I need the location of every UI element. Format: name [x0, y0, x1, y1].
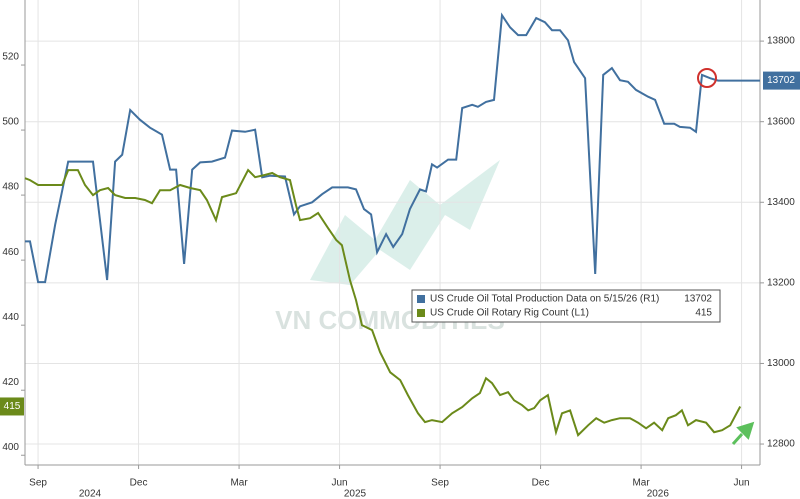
- y-tick-label: 500: [2, 117, 19, 128]
- x-tick-label: Sep: [431, 478, 449, 489]
- legend-swatch: [417, 309, 425, 317]
- legend-value: 415: [695, 308, 712, 319]
- y-tick-label: 420: [2, 377, 19, 388]
- x-tick-label: Jun: [734, 478, 750, 489]
- y2-tick-label: 13800: [767, 36, 795, 47]
- y-tick-label: 520: [2, 52, 19, 63]
- year-label: 2026: [647, 489, 670, 499]
- y2-tick-label: 13000: [767, 358, 795, 369]
- x-tick-label: Dec: [532, 478, 550, 489]
- x-tick-label: Mar: [230, 478, 248, 489]
- y2-tick-label: 12800: [767, 439, 795, 450]
- last-value-label: 415: [4, 401, 21, 412]
- year-label: 2025: [344, 489, 367, 499]
- series-line: [25, 12, 760, 284]
- x-tick-label: Dec: [130, 478, 148, 489]
- y-tick-label: 400: [2, 442, 19, 453]
- legend-label: US Crude Oil Total Production Data on 5/…: [430, 294, 659, 305]
- legend-swatch: [417, 295, 425, 303]
- arrow-icon: [731, 421, 755, 446]
- x-tick-label: Mar: [632, 478, 650, 489]
- y-tick-label: 460: [2, 247, 19, 258]
- highlight-circle: [697, 68, 717, 88]
- x-tick-label: Jun: [332, 478, 348, 489]
- legend-label: US Crude Oil Rotary Rig Count (L1): [430, 308, 589, 319]
- last-value-label: 13702: [767, 75, 795, 86]
- y2-tick-label: 13200: [767, 278, 795, 289]
- last-value-tag: [0, 397, 24, 416]
- legend-box: [411, 289, 721, 323]
- y-tick-label: 480: [2, 182, 19, 193]
- legend: US Crude Oil Total Production Data on 5/…: [411, 289, 721, 323]
- y2-tick-label: 13600: [767, 116, 795, 127]
- y-tick-label: 440: [2, 312, 19, 323]
- y2-tick-label: 13400: [767, 197, 795, 208]
- year-label: 2024: [79, 489, 102, 499]
- x-tick-label: Sep: [29, 478, 47, 489]
- series-line: [24, 168, 742, 437]
- last-value-tag: [763, 71, 800, 90]
- legend-value: 13702: [684, 294, 712, 305]
